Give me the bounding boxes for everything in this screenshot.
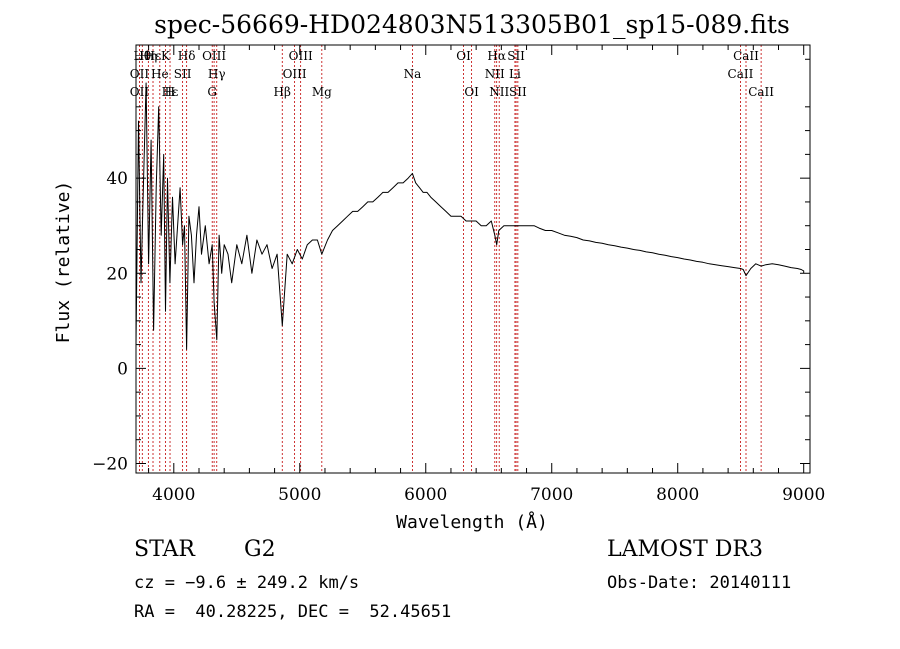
spectral-line-label: K: [161, 49, 171, 63]
spectral-line-label: NII: [485, 67, 505, 81]
spectral-line-label: Hα: [487, 49, 506, 63]
spectral-line-label: Li: [509, 67, 521, 81]
y-axis-ticks: −20 0 20 40: [92, 58, 810, 474]
spectral-line-label: G: [207, 85, 217, 99]
spectral-line-markers: [139, 45, 762, 473]
spectral-line-label: Hε: [162, 85, 179, 99]
spectral-line-label: He: [151, 67, 169, 81]
coordinates: RA = 40.28225, DEC = 52.45651: [134, 602, 452, 622]
chart-title: spec-56669-HD024803N513305B01_sp15-089.f…: [154, 10, 790, 39]
survey-name: LAMOST DR3: [607, 537, 763, 562]
spectral-line-label: OI: [456, 49, 471, 63]
spectral-line-label: OIII: [283, 67, 307, 81]
object-type: STAR: [134, 537, 195, 562]
spectral-line-label: CaII: [733, 49, 759, 63]
y-axis-label: Flux (relative): [53, 181, 74, 344]
object-subclass: G2: [244, 537, 276, 562]
spectral-line-label: SII: [174, 67, 192, 81]
spectral-line-label: SII: [507, 49, 525, 63]
x-tick-label: 8000: [656, 485, 699, 505]
spectral-line-label: OII: [130, 67, 150, 81]
x-tick-label: 6000: [404, 485, 447, 505]
spectral-line-label: Hη: [140, 49, 158, 63]
y-tick-label: 0: [117, 359, 128, 379]
spectral-line-label: OI: [464, 85, 479, 99]
plot-frame: [135, 44, 811, 474]
spectral-line-label: Na: [404, 67, 422, 81]
y-tick-label: −20: [92, 454, 128, 474]
y-tick-label: 40: [106, 169, 128, 189]
x-tick-label: 7000: [530, 485, 573, 505]
x-tick-label: 5000: [278, 485, 321, 505]
spectral-line-label: OIII: [202, 49, 226, 63]
x-axis-ticks: 4000 5000 6000 7000 8000 9000: [148, 45, 825, 505]
spectral-line-label: H: [165, 85, 175, 99]
spectral-line-label: Hδ: [178, 49, 196, 63]
observation-date: Obs-Date: 20140111: [607, 573, 792, 593]
spectral-line-label: Hγ: [208, 67, 226, 81]
spectral-line-label: CaII: [748, 85, 774, 99]
redshift-info: cz = −9.6 ± 249.2 km/s: [134, 573, 360, 593]
spectrum-line: [135, 82, 805, 350]
spectral-line-label: NII: [489, 85, 509, 99]
spectral-line-label: CaII: [728, 67, 754, 81]
y-tick-label: 20: [106, 264, 128, 284]
spectral-line-label: OIII: [289, 49, 313, 63]
x-axis-label: Wavelength (Å): [396, 511, 548, 533]
spectral-line-label: Hε: [145, 49, 162, 63]
spectral-line-label: SII: [509, 85, 527, 99]
spectral-line-label: OII: [130, 85, 150, 99]
x-tick-label: 9000: [782, 485, 825, 505]
spectral-line-label: Mg: [312, 85, 332, 99]
spectral-line-label: Hβ: [274, 85, 291, 99]
x-tick-label: 4000: [152, 485, 195, 505]
